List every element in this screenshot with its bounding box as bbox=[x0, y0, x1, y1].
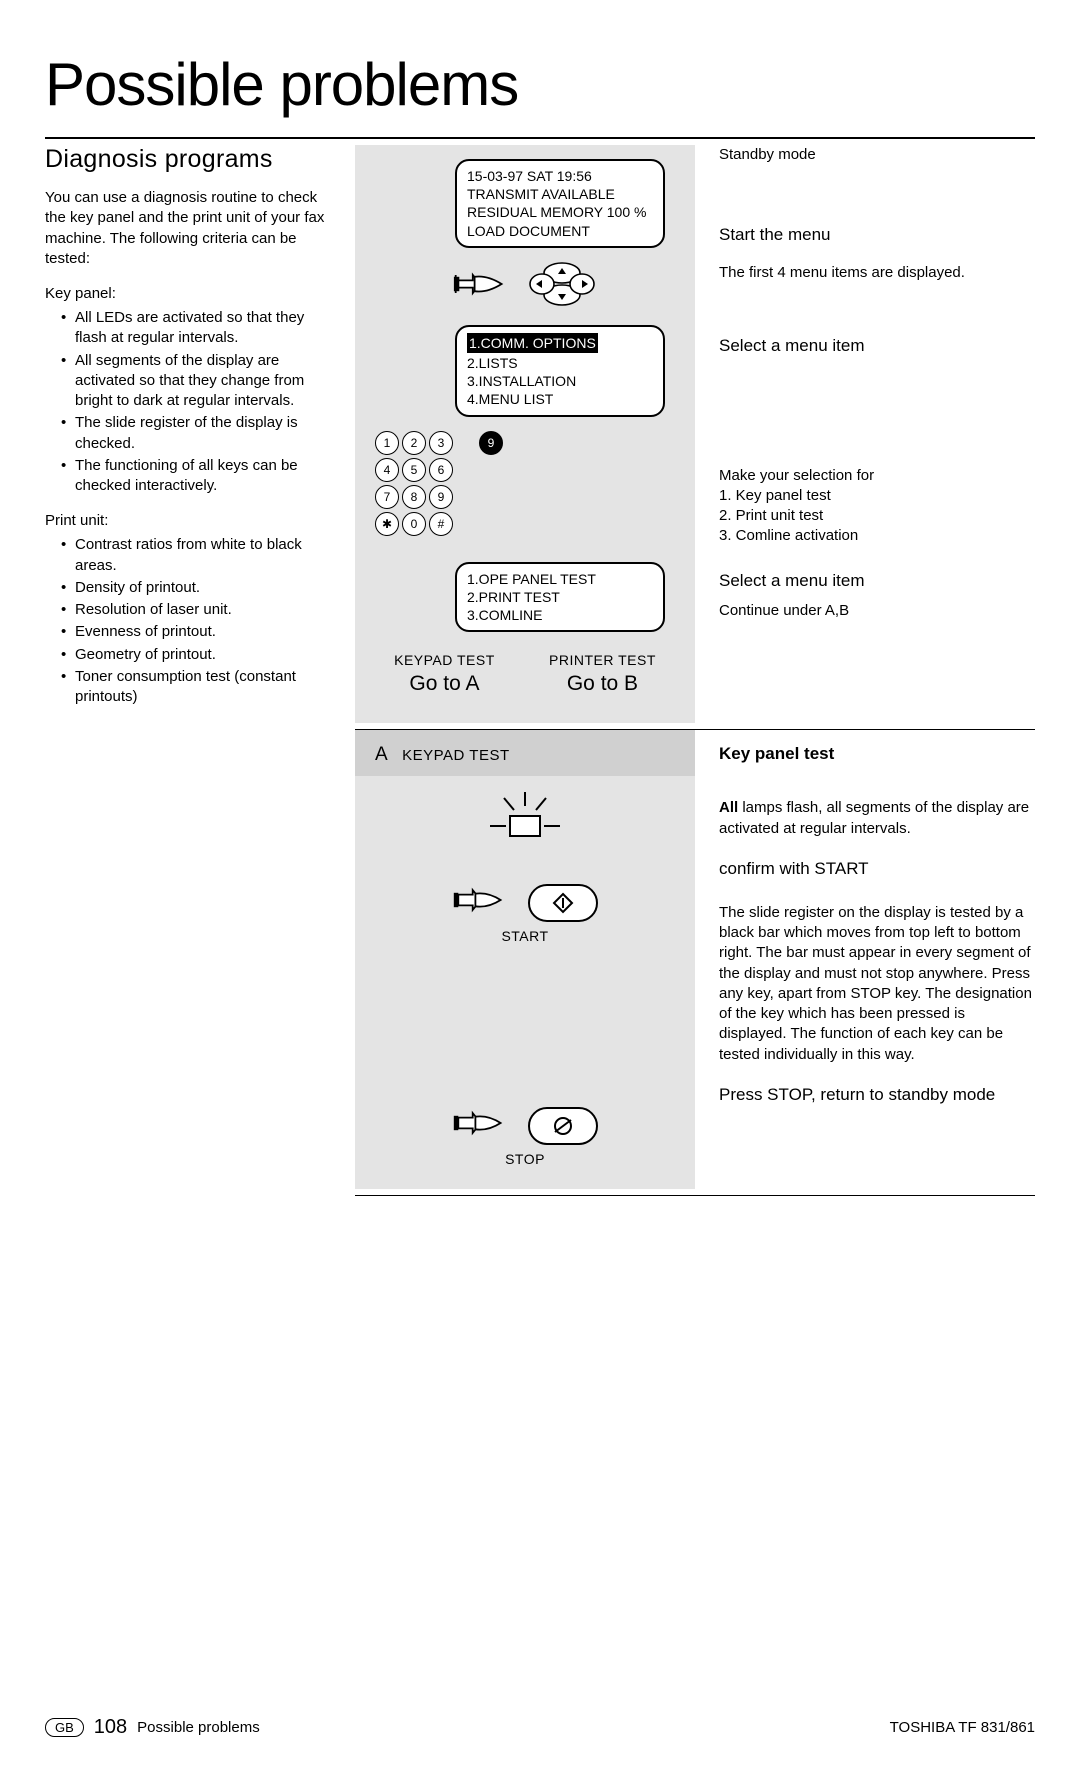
keypad-key: 3 bbox=[429, 431, 453, 455]
keypad-key: ✱ bbox=[375, 512, 399, 536]
footer-section: Possible problems bbox=[137, 1719, 260, 1736]
list-item: All segments of the display are activate… bbox=[61, 351, 335, 412]
display-line: 1.OPE PANEL TEST bbox=[467, 570, 653, 588]
list-item: Contrast ratios from white to black area… bbox=[61, 535, 335, 576]
middle-column: 15-03-97 SAT 19:56 TRANSMIT AVAILABLE RE… bbox=[355, 145, 695, 723]
keypad-key: 2 bbox=[402, 431, 426, 455]
goto-a-label: KEYPAD TEST bbox=[394, 652, 495, 668]
key-panel-test-heading: Key panel test bbox=[719, 744, 1035, 764]
keypad-key: 7 bbox=[375, 485, 399, 509]
select-item-heading: Select a menu item bbox=[719, 336, 1035, 356]
display-line: 15-03-97 SAT 19:56 bbox=[467, 167, 653, 185]
all-lamps-rest: lamps flash, all segments of the display… bbox=[719, 799, 1029, 836]
menu-note: The first 4 menu items are displayed. bbox=[719, 263, 1035, 283]
stop-caption: STOP bbox=[367, 1151, 683, 1167]
select-item-heading-2: Select a menu item bbox=[719, 571, 1035, 591]
right-column: Standby mode Start the menu The first 4 … bbox=[695, 145, 1035, 723]
page-title: Possible problems bbox=[45, 50, 1035, 119]
divider bbox=[45, 137, 1035, 139]
keypanel-list: All LEDs are activated so that they flas… bbox=[45, 308, 335, 496]
keypad-key: 4 bbox=[375, 458, 399, 482]
display-line: 2.LISTS bbox=[467, 354, 653, 372]
goto-a-link: Go to A bbox=[394, 672, 495, 696]
list-item: Evenness of printout. bbox=[61, 622, 335, 642]
display-line-highlighted: 1.COMM. OPTIONS bbox=[467, 333, 598, 353]
display-box-3: 1.OPE PANEL TEST 2.PRINT TEST 3.COMLINE bbox=[455, 562, 665, 633]
goto-b-label: PRINTER TEST bbox=[549, 652, 656, 668]
option-text: 1. Key panel test bbox=[719, 486, 1035, 506]
pointing-hand-icon bbox=[452, 883, 506, 922]
list-item: All LEDs are activated so that they flas… bbox=[61, 308, 335, 349]
printunit-heading: Print unit: bbox=[45, 512, 335, 529]
list-item: Geometry of printout. bbox=[61, 645, 335, 665]
keypad-key: 1 bbox=[375, 431, 399, 455]
start-caption: START bbox=[367, 928, 683, 944]
start-button-icon bbox=[528, 884, 598, 922]
divider bbox=[355, 1195, 1035, 1196]
lamp-flash-icon bbox=[480, 788, 570, 857]
display-line: 3.INSTALLATION bbox=[467, 372, 653, 390]
confirm-start-heading: confirm with START bbox=[719, 859, 1035, 879]
list-item: Density of printout. bbox=[61, 578, 335, 598]
section-a-right: Key panel test All lamps flash, all segm… bbox=[695, 730, 1035, 1189]
goto-b-link: Go to B bbox=[549, 672, 656, 696]
list-item: Resolution of laser unit. bbox=[61, 600, 335, 620]
page-number: 108 bbox=[94, 1716, 127, 1739]
printunit-list: Contrast ratios from white to black area… bbox=[45, 535, 335, 707]
display-box-1: 15-03-97 SAT 19:56 TRANSMIT AVAILABLE RE… bbox=[455, 159, 665, 248]
display-line: LOAD DOCUMENT bbox=[467, 222, 653, 240]
make-selection-text: Make your selection for bbox=[719, 466, 1035, 486]
standby-text: Standby mode bbox=[719, 145, 1035, 165]
pointing-hand-icon bbox=[452, 1106, 506, 1145]
keypad-key: # bbox=[429, 512, 453, 536]
display-line: TRANSMIT AVAILABLE bbox=[467, 185, 653, 203]
keypanel-heading: Key panel: bbox=[45, 285, 335, 302]
goto-row: KEYPAD TEST Go to A PRINTER TEST Go to B bbox=[367, 652, 683, 696]
pointing-hand-icon bbox=[453, 267, 507, 306]
keypad-key: 6 bbox=[429, 458, 453, 482]
keypad: 1 2 3 4 5 6 7 8 9 ✱ 0 # bbox=[375, 431, 453, 536]
continue-text: Continue under A,B bbox=[719, 601, 1035, 621]
keypad-key-selected: 9 bbox=[479, 431, 503, 455]
footer: GB 108 Possible problems TOSHIBA TF 831/… bbox=[45, 1716, 1035, 1739]
display-line: RESIDUAL MEMORY 100 % bbox=[467, 203, 653, 221]
all-lamps-text: All lamps flash, all segments of the dis… bbox=[719, 798, 1035, 839]
section-a-title: KEYPAD TEST bbox=[402, 747, 509, 764]
display-line: 3.COMLINE bbox=[467, 606, 653, 624]
intro-text: You can use a diagnosis routine to check… bbox=[45, 188, 335, 269]
keypad-key: 0 bbox=[402, 512, 426, 536]
slide-register-text: The slide register on the display is tes… bbox=[719, 903, 1035, 1065]
list-item: Toner consumption test (constant printou… bbox=[61, 667, 335, 708]
section-heading: Diagnosis programs bbox=[45, 145, 335, 174]
all-lamps-prefix: All bbox=[719, 799, 738, 816]
press-stop-heading: Press STOP, return to standby mode bbox=[719, 1085, 1035, 1105]
stop-button-icon bbox=[528, 1107, 598, 1145]
gb-badge: GB bbox=[45, 1718, 84, 1737]
keypad-key: 9 bbox=[429, 485, 453, 509]
display-box-2: 1.COMM. OPTIONS 2.LISTS 3.INSTALLATION 4… bbox=[455, 325, 665, 417]
display-line: 4.MENU LIST bbox=[467, 390, 653, 408]
left-column: Diagnosis programs You can use a diagnos… bbox=[45, 145, 355, 723]
start-menu-heading: Start the menu bbox=[719, 225, 1035, 245]
option-text: 3. Comline activation bbox=[719, 526, 1035, 546]
display-line: 2.PRINT TEST bbox=[467, 588, 653, 606]
section-a-letter: A bbox=[375, 744, 388, 765]
navpad-icon bbox=[527, 262, 597, 311]
keypad-key: 8 bbox=[402, 485, 426, 509]
option-text: 2. Print unit test bbox=[719, 506, 1035, 526]
list-item: The slide register of the display is che… bbox=[61, 413, 335, 454]
keypad-key: 5 bbox=[402, 458, 426, 482]
section-a-mid: A KEYPAD TEST bbox=[355, 730, 695, 1189]
footer-model: TOSHIBA TF 831/861 bbox=[890, 1719, 1035, 1736]
list-item: The functioning of all keys can be check… bbox=[61, 456, 335, 497]
